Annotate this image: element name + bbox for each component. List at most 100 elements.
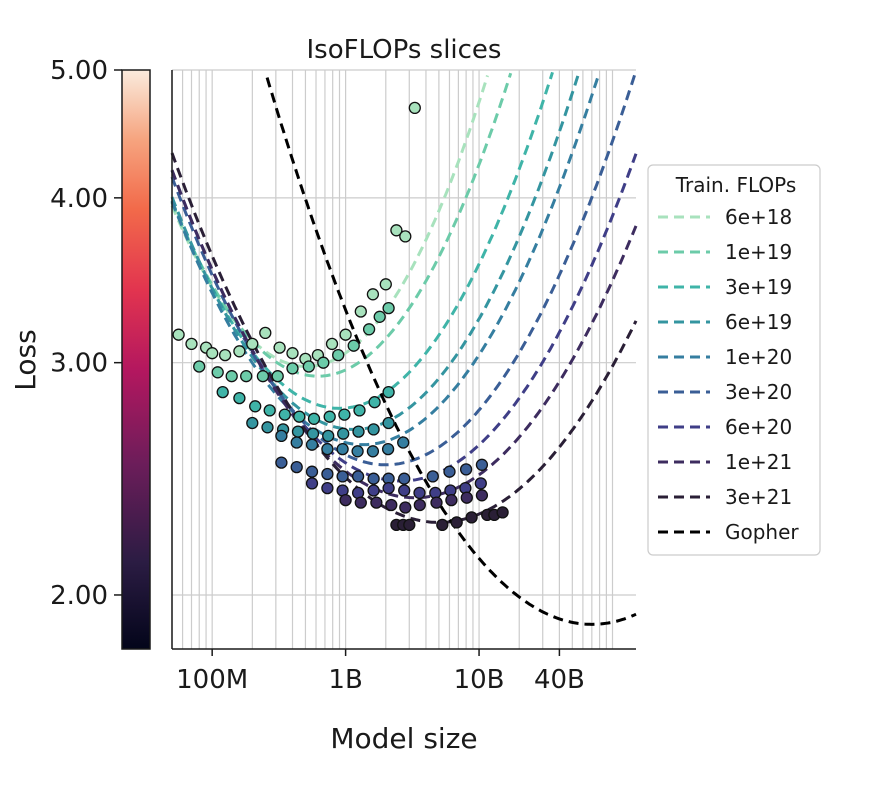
point-6e+19 [306, 427, 320, 440]
point-6e+18 [339, 328, 352, 341]
point-3e+20 [305, 465, 319, 478]
point-6e+18 [366, 288, 380, 301]
colorbar-tick-label: 5.00 [50, 56, 108, 86]
legend-item: Gopher [658, 520, 799, 544]
point-6e+18 [172, 328, 185, 341]
point-1e+21 [385, 498, 398, 512]
legend-label: 1e+19 [725, 240, 792, 264]
x-tick-label: 1B [328, 665, 362, 695]
point-3e+19 [233, 391, 246, 405]
curve-3e+20 [170, 70, 638, 467]
legend-label: Gopher [725, 520, 799, 544]
point-3e+21 [496, 506, 509, 519]
legend-box [647, 164, 821, 556]
point-6e+19 [246, 416, 259, 430]
point-1e+19 [382, 301, 395, 315]
point-3e+20 [459, 463, 473, 476]
point-1e+21 [430, 496, 443, 509]
point-3e+19 [338, 408, 351, 421]
point-6e+19 [367, 423, 380, 436]
colorbar-gradient [121, 69, 151, 650]
point-3e+21 [450, 516, 463, 529]
point-6e+18 [259, 326, 272, 340]
point-3e+20 [367, 472, 380, 485]
curve-3e+21 [170, 152, 638, 524]
point-3e+20 [398, 472, 411, 485]
point-1e+21 [339, 493, 352, 507]
legend-label: 6e+19 [725, 310, 792, 334]
point-6e+18 [206, 347, 219, 360]
point-1e+19 [271, 370, 284, 383]
point-6e+19 [382, 416, 395, 430]
point-3e+19 [263, 404, 276, 417]
point-3e+19 [353, 404, 366, 417]
point-1e+20 [321, 442, 334, 456]
point-6e+19 [352, 425, 365, 438]
point-6e+20 [321, 481, 334, 495]
point-1e+20 [366, 445, 380, 458]
legend-item: 6e+20 [658, 415, 792, 439]
point-3e+19 [249, 400, 262, 413]
series-points [172, 101, 509, 532]
point-3e+19 [216, 385, 229, 399]
curve-3e+19 [170, 71, 554, 410]
curve-6e+19 [170, 74, 580, 431]
point-1e+21 [445, 493, 458, 507]
point-1e+19 [286, 362, 299, 375]
point-1e+19 [347, 339, 360, 352]
x-axis-ticks: 100M 1B 10B 40B [176, 649, 585, 695]
point-3e+21 [403, 518, 416, 532]
legend-label: 1e+21 [725, 450, 792, 474]
colorbar: 5.00 4.00 3.00 2.00 [50, 56, 151, 650]
legend-label: 1e+20 [725, 345, 792, 369]
point-6e+18 [273, 341, 286, 354]
point-6e+20 [474, 477, 487, 490]
point-1e+19 [317, 356, 330, 369]
point-6e+19 [322, 429, 335, 443]
legend-item: 1e+21 [658, 450, 792, 474]
point-6e+18 [408, 101, 421, 115]
point-6e+19 [291, 425, 305, 438]
point-3e+20 [443, 465, 456, 478]
point-1e+21 [370, 496, 383, 509]
point-6e+18 [399, 230, 412, 243]
point-1e+19 [373, 310, 386, 323]
point-1e+20 [351, 445, 364, 458]
point-1e+19 [211, 366, 224, 379]
point-1e+21 [413, 498, 426, 512]
legend: Train. FLOPs 6e+18 1e+19 3e+19 6e+19 1e+20 3e… [647, 164, 821, 556]
point-1e+20 [290, 436, 303, 449]
legend-label: 3e+20 [725, 380, 792, 404]
legend-item: 6e+19 [658, 310, 792, 334]
point-1e+21 [475, 489, 489, 502]
x-axis-label: Model size [330, 722, 477, 755]
point-3e+20 [290, 460, 303, 474]
point-3e+19 [368, 396, 381, 409]
colorbar-tick-label: 4.00 [50, 184, 108, 214]
point-6e+18 [218, 348, 232, 362]
x-tick-label: 100M [176, 665, 248, 695]
point-6e+18 [325, 337, 339, 351]
x-tick-label: 10B [454, 665, 505, 695]
point-1e+21 [399, 501, 412, 514]
legend-item: 3e+20 [658, 380, 792, 404]
point-3e+20 [275, 456, 288, 469]
point-6e+18 [233, 345, 246, 358]
legend-item: 1e+20 [658, 345, 792, 369]
point-1e+21 [354, 496, 367, 509]
point-6e+20 [305, 477, 319, 490]
point-6e+19 [261, 421, 274, 434]
point-3e+19 [382, 385, 395, 399]
point-3e+20 [351, 470, 365, 483]
legend-title: Train. FLOPs [675, 173, 797, 197]
point-6e+18 [354, 305, 367, 318]
legend-label: 3e+19 [725, 275, 792, 299]
point-3e+19 [307, 412, 321, 425]
point-1e+19 [193, 360, 206, 373]
point-6e+18 [246, 337, 259, 351]
point-1e+21 [460, 491, 473, 504]
point-1e+20 [336, 442, 349, 456]
point-3e+20 [336, 470, 349, 483]
point-1e+20 [305, 438, 319, 451]
